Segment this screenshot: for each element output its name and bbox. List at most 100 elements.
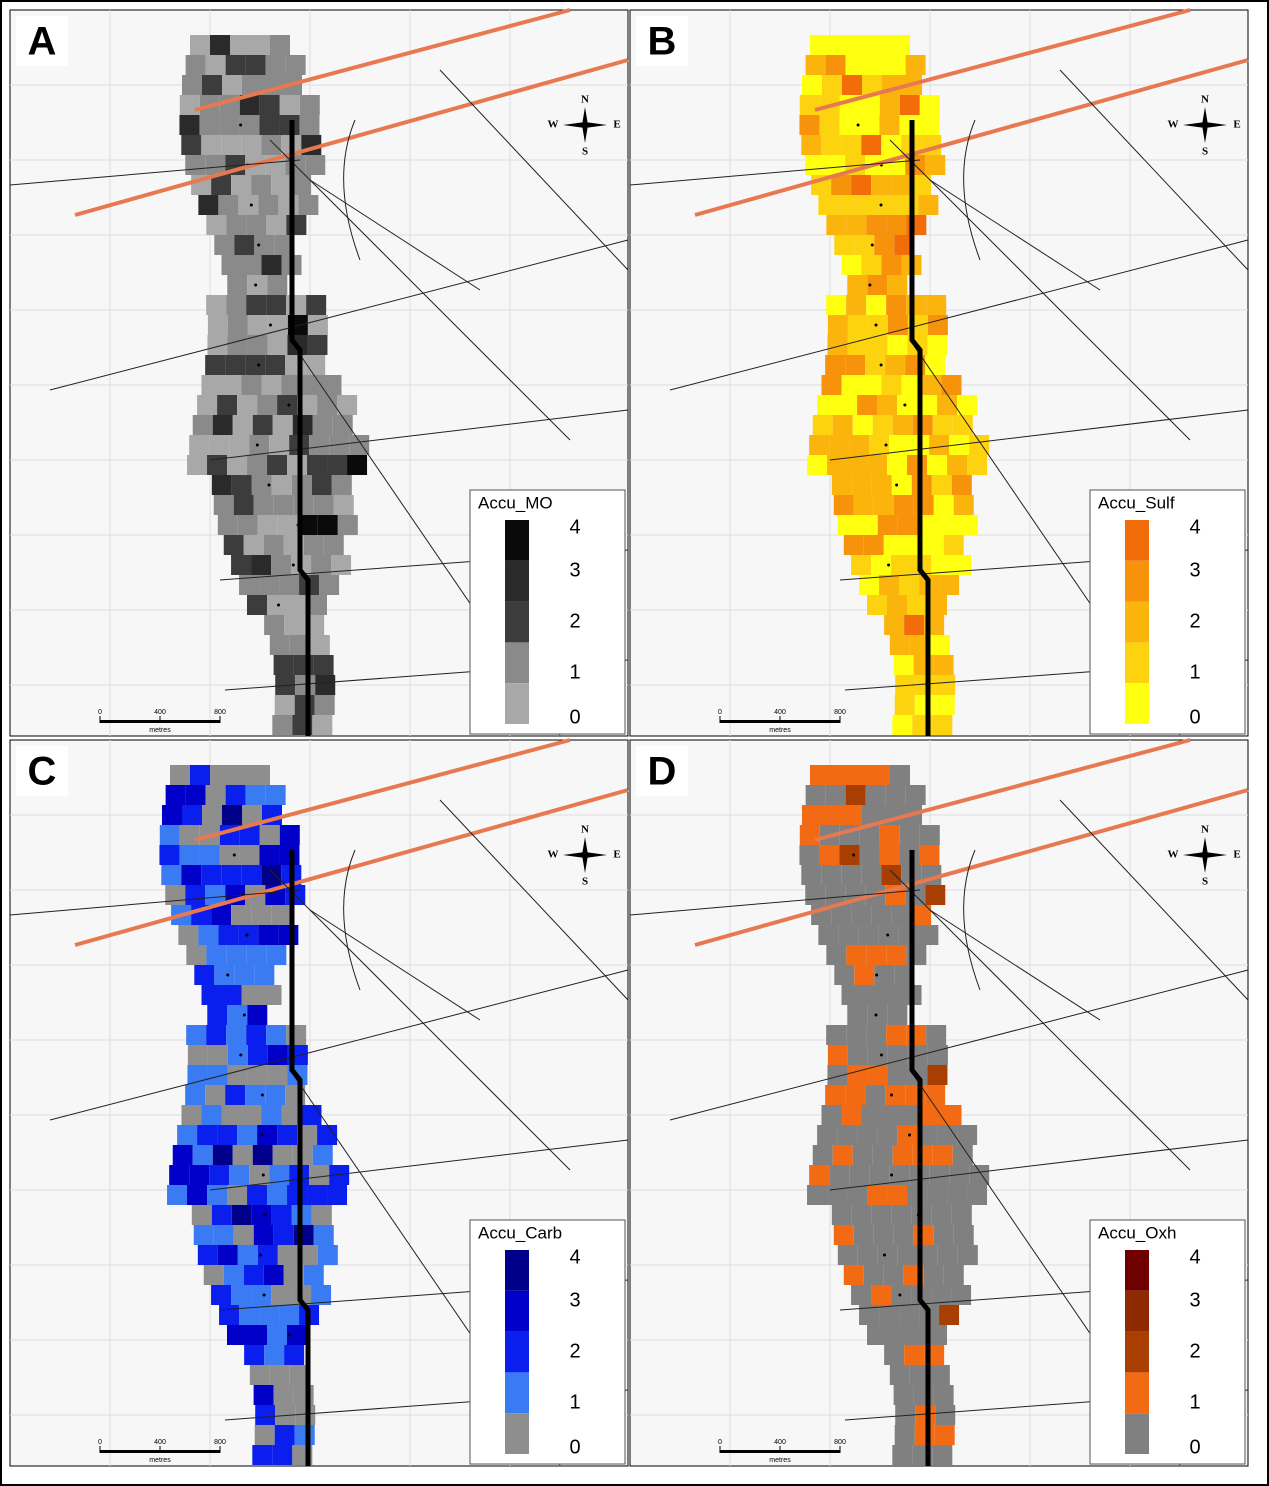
block-cell [853, 495, 874, 515]
block-cell [258, 925, 279, 945]
scale-unit: metres [769, 727, 791, 734]
block-cell [873, 495, 894, 515]
block-cell [259, 1305, 280, 1325]
block-cell [227, 1005, 248, 1025]
drill-hole [255, 443, 259, 447]
block-cell [847, 315, 868, 335]
block-cell [918, 925, 939, 945]
block-cell [201, 135, 222, 155]
drill-hole [232, 853, 236, 857]
block-cell [243, 535, 264, 555]
block-cell [253, 495, 274, 515]
block-cell [259, 575, 280, 595]
block-cell [246, 945, 267, 965]
fault-line [1059, 69, 1249, 271]
block-cell [817, 1125, 838, 1145]
fault-curve [963, 849, 981, 991]
legend-tick-label: 3 [1189, 559, 1200, 581]
block-cell [865, 355, 886, 375]
block-cell [207, 1065, 228, 1085]
block-cell [839, 115, 860, 135]
block-cell [851, 905, 872, 925]
compass-letter: W [548, 119, 559, 131]
legend-tick-label: 3 [569, 1289, 580, 1311]
block-cell [162, 805, 183, 825]
block-cell [927, 1045, 948, 1065]
fault-line [829, 1139, 1249, 1191]
block-cell [217, 1245, 238, 1265]
block-cell [906, 1325, 927, 1345]
block-cell [925, 355, 946, 375]
block-cell [913, 495, 934, 515]
scale-unit: metres [149, 1457, 171, 1464]
block-cell [232, 415, 253, 435]
block-cell [802, 805, 823, 825]
block-cell [286, 295, 307, 315]
block-cell [953, 495, 974, 515]
block-cell [912, 1145, 933, 1165]
block-cell [898, 195, 919, 215]
block-cell [207, 315, 228, 335]
block-cell [826, 295, 847, 315]
block-cell [799, 95, 820, 115]
block-cell [925, 885, 946, 905]
block-cell [927, 1185, 948, 1205]
fault-main [289, 850, 311, 1466]
drill-hole [879, 203, 883, 207]
block-cell [214, 235, 235, 255]
block-cell [851, 1205, 872, 1225]
block-cell [858, 925, 879, 945]
block-cell [886, 295, 907, 315]
block-cell [805, 155, 826, 175]
block-cell [894, 695, 915, 715]
fault-line [629, 159, 921, 186]
legend-swatch [505, 1413, 529, 1454]
block-cell [193, 1225, 214, 1245]
block-cell [847, 1045, 868, 1065]
block-cell [899, 845, 920, 865]
block-cell [250, 35, 270, 55]
block-cell [237, 395, 258, 415]
block-cell [182, 805, 203, 825]
block-cell [202, 805, 223, 825]
block-cell [229, 435, 250, 455]
block-cell [181, 865, 202, 885]
block-cell [943, 535, 964, 555]
drill-hole [277, 603, 281, 607]
block-cell [867, 275, 888, 295]
drill-hole [239, 1053, 243, 1057]
block-cell [197, 1125, 218, 1145]
block-cell [252, 1145, 273, 1165]
block-cell [277, 395, 298, 415]
block-cell [867, 315, 888, 335]
block-cell [247, 1185, 268, 1205]
block-cell [872, 1145, 893, 1165]
block-cell [885, 1085, 906, 1105]
block-cell [857, 1125, 878, 1145]
compass-letter: N [1201, 94, 1209, 106]
block-cell [919, 845, 940, 865]
panel-label: B [648, 20, 677, 64]
block-cell [312, 715, 333, 735]
block-cell [217, 515, 238, 535]
legend-box [1089, 489, 1246, 735]
block-cell [331, 555, 352, 575]
block-cell [885, 785, 906, 805]
block-cell [799, 845, 820, 865]
block-cell [831, 175, 852, 195]
block-cell [865, 1085, 886, 1105]
legend-box [1089, 1219, 1246, 1465]
block-cell [317, 395, 338, 415]
block-cell [197, 395, 218, 415]
block-cell [159, 825, 180, 845]
block-cell [894, 965, 915, 985]
block-cell [178, 925, 199, 945]
block-cell [244, 1345, 265, 1365]
block-cell [861, 255, 882, 275]
block-cell [332, 415, 353, 435]
block-cell [810, 35, 830, 55]
block-cell [231, 905, 252, 925]
block-cell [933, 1385, 954, 1405]
block-cell [265, 1085, 286, 1105]
block-cell [209, 1165, 230, 1185]
